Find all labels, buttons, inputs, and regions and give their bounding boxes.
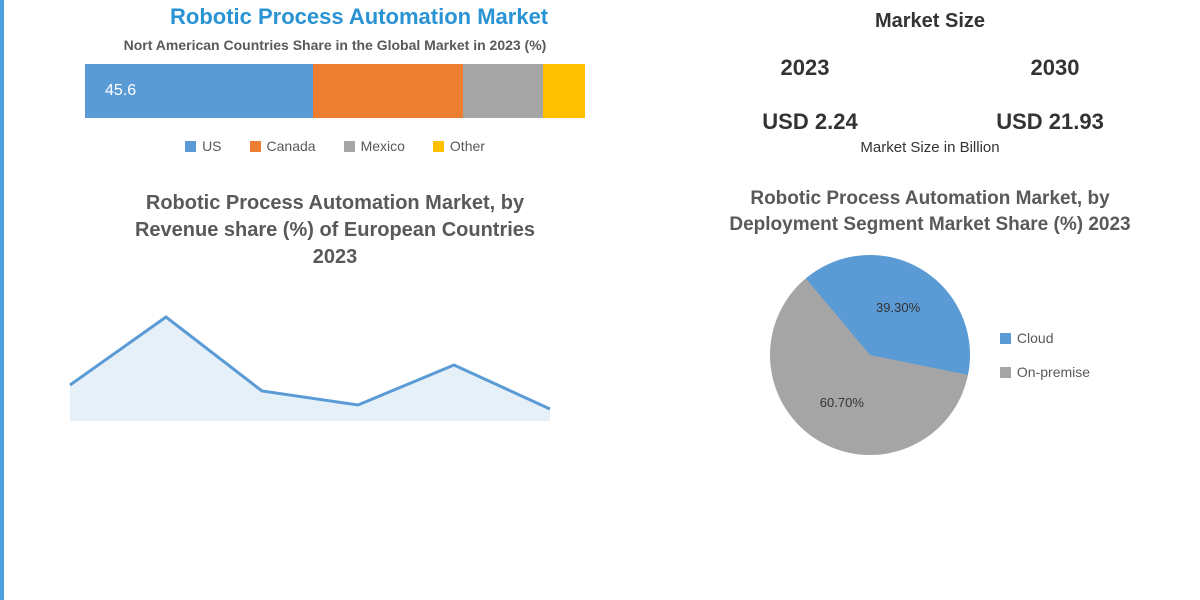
- line-chart-title: Robotic Process Automation Market, by Re…: [120, 190, 550, 271]
- market-size-value-0: USD 2.24: [725, 109, 895, 135]
- market-size-values: USD 2.24 USD 21.93: [680, 109, 1180, 135]
- bar-segment: [543, 64, 585, 118]
- legend-swatch: [1000, 333, 1011, 344]
- legend-swatch: [433, 141, 444, 152]
- market-size-value-1: USD 21.93: [965, 109, 1135, 135]
- bar-segment: [313, 64, 463, 118]
- pie-chart-legend: Cloud On-premise: [1000, 330, 1090, 380]
- pie-chart: 39.30% 60.70%: [770, 255, 970, 455]
- market-size-year-0: 2023: [730, 55, 880, 81]
- market-size-heading: Market Size: [680, 10, 1180, 33]
- left-column: Nort American Countries Share in the Glo…: [60, 36, 610, 436]
- legend-label: Other: [450, 138, 485, 154]
- legend-item: Canada: [250, 138, 316, 154]
- legend-swatch: [344, 141, 355, 152]
- bar-segment: 45.6: [85, 64, 313, 118]
- legend-label: US: [202, 138, 221, 154]
- legend-label: Canada: [267, 138, 316, 154]
- legend-item: Other: [433, 138, 485, 154]
- legend-item: On-premise: [1000, 364, 1090, 380]
- right-column: Market Size 2023 2030 USD 2.24 USD 21.93…: [680, 10, 1180, 455]
- bar-chart-legend: US Canada Mexico Other: [60, 138, 610, 154]
- legend-item: Cloud: [1000, 330, 1090, 346]
- market-size-years: 2023 2030: [680, 55, 1180, 81]
- pie-slice-label: 60.70%: [820, 395, 864, 410]
- legend-swatch: [250, 141, 261, 152]
- market-size-year-1: 2030: [980, 55, 1130, 81]
- line-chart: [60, 291, 560, 431]
- legend-item: Mexico: [344, 138, 405, 154]
- bar-segment: [463, 64, 543, 118]
- market-size-unit: Market Size in Billion: [680, 139, 1180, 156]
- bar-chart-title: Nort American Countries Share in the Glo…: [120, 36, 550, 54]
- stacked-bar-chart: 45.6: [85, 64, 585, 118]
- pie-chart-title: Robotic Process Automation Market, by De…: [720, 186, 1140, 237]
- legend-label: Mexico: [361, 138, 405, 154]
- page-title: Robotic Process Automation Market: [170, 4, 548, 30]
- legend-swatch: [185, 141, 196, 152]
- pie-chart-wrap: 39.30% 60.70% Cloud On-premise: [680, 255, 1180, 455]
- accent-border: [0, 0, 4, 600]
- legend-label: On-premise: [1017, 364, 1090, 380]
- legend-label: Cloud: [1017, 330, 1054, 346]
- legend-swatch: [1000, 367, 1011, 378]
- legend-item: US: [185, 138, 221, 154]
- pie-slice-label: 39.30%: [876, 300, 920, 315]
